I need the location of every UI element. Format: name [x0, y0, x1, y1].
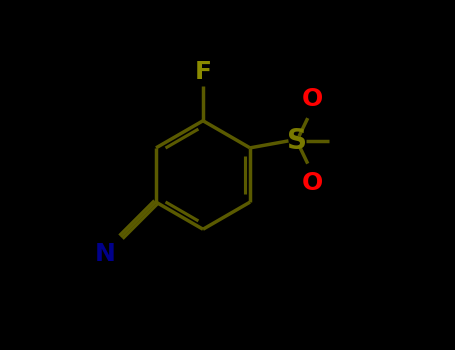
- Text: N: N: [95, 242, 116, 266]
- Text: F: F: [194, 60, 212, 84]
- Text: O: O: [302, 171, 323, 195]
- Text: O: O: [302, 87, 323, 111]
- Text: S: S: [287, 127, 307, 155]
